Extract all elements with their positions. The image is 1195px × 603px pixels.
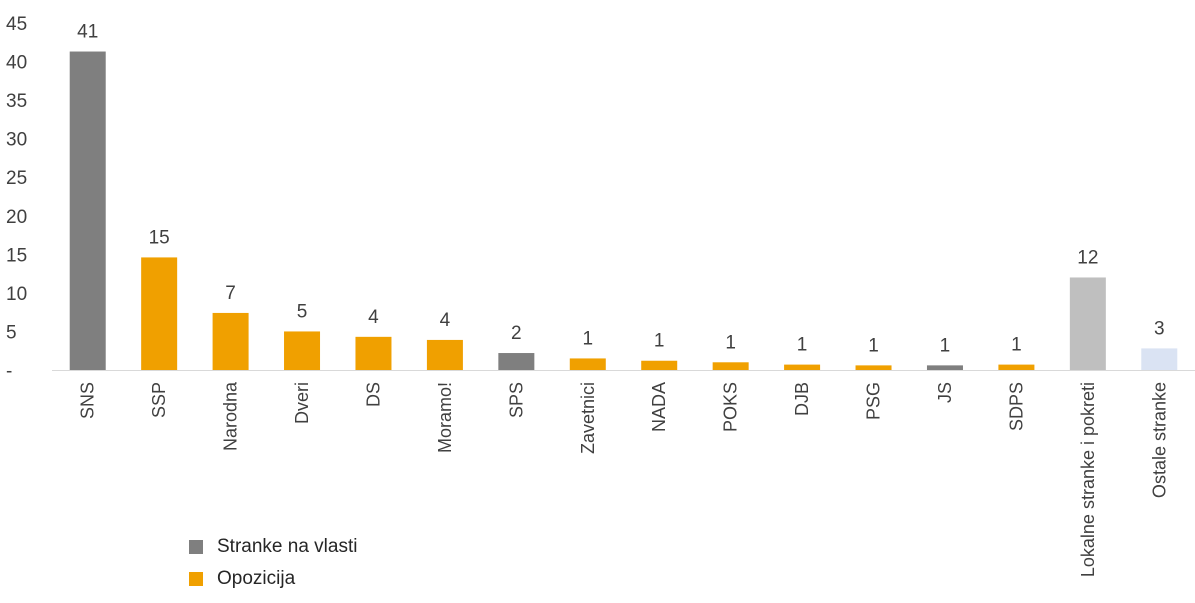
data-label: 1 — [797, 335, 808, 356]
legend-label-vlast: Stranke na vlasti — [217, 536, 358, 557]
x-tick-label: SNS — [78, 382, 98, 419]
y-tick-label: 5 — [6, 322, 17, 343]
bar — [355, 336, 392, 370]
data-label: 5 — [297, 301, 308, 322]
y-tick-label: 35 — [6, 91, 27, 112]
data-label: 41 — [77, 22, 98, 43]
bar — [1141, 348, 1178, 370]
data-label: 7 — [225, 283, 236, 304]
legend-swatch-opozicija — [189, 572, 203, 586]
data-label: 1 — [654, 331, 665, 352]
x-tick-label: Narodna — [221, 381, 241, 451]
data-label: 3 — [1154, 318, 1165, 339]
x-tick-label: SSP — [149, 382, 169, 418]
x-tick-label: JS — [935, 382, 955, 403]
y-tick-label: - — [6, 361, 12, 382]
data-label: 1 — [1011, 335, 1022, 356]
y-tick-label: 15 — [6, 245, 27, 266]
bar — [712, 362, 749, 370]
y-tick-label: 20 — [6, 207, 27, 228]
y-tick-label: 25 — [6, 168, 27, 189]
bar — [141, 257, 178, 370]
data-label: 2 — [511, 323, 522, 344]
data-label: 12 — [1077, 247, 1098, 268]
data-label: 15 — [149, 227, 170, 248]
y-tick-label: 30 — [6, 130, 27, 151]
data-label: 4 — [368, 307, 379, 328]
legend-swatch-vlast — [189, 540, 203, 554]
y-tick-label: 45 — [6, 14, 27, 35]
bar — [212, 312, 249, 370]
x-tick-label: Moramo! — [435, 382, 455, 453]
y-tick-label: 40 — [6, 53, 27, 74]
x-tick-label: Ostale stranke — [1149, 382, 1169, 498]
bar — [641, 360, 678, 370]
bar — [426, 339, 463, 370]
x-tick-label: SPS — [506, 382, 526, 418]
x-tick-label: SDPS — [1006, 382, 1026, 431]
bar — [498, 353, 535, 370]
data-label: 1 — [868, 335, 879, 356]
x-tick-label: POKS — [721, 382, 741, 432]
legend: Stranke na vlasti Opozicija — [189, 531, 357, 595]
bar — [926, 365, 963, 370]
y-tick-label: 10 — [6, 284, 27, 305]
x-tick-label: DS — [363, 382, 383, 407]
x-tick-label: Lokalne stranke i pokreti — [1078, 382, 1098, 577]
bar — [569, 358, 606, 370]
data-label: 1 — [725, 332, 736, 353]
bar — [784, 364, 821, 370]
legend-item-opozicija: Opozicija — [189, 563, 357, 595]
x-tick-label: Zavetnici — [578, 382, 598, 454]
x-tick-label: PSG — [864, 382, 884, 420]
x-tick-label: Dveri — [292, 382, 312, 424]
bar — [998, 364, 1035, 370]
bar — [855, 365, 892, 370]
data-label: 1 — [940, 335, 951, 356]
bar — [284, 331, 321, 370]
legend-label-opozicija: Opozicija — [217, 568, 296, 589]
data-label: 1 — [582, 328, 593, 349]
bar — [1069, 277, 1106, 370]
x-tick-label: NADA — [649, 382, 669, 432]
data-label: 4 — [440, 310, 451, 331]
legend-item-vlast: Stranke na vlasti — [189, 531, 357, 563]
bar — [69, 51, 106, 370]
x-tick-label: DJB — [792, 382, 812, 416]
